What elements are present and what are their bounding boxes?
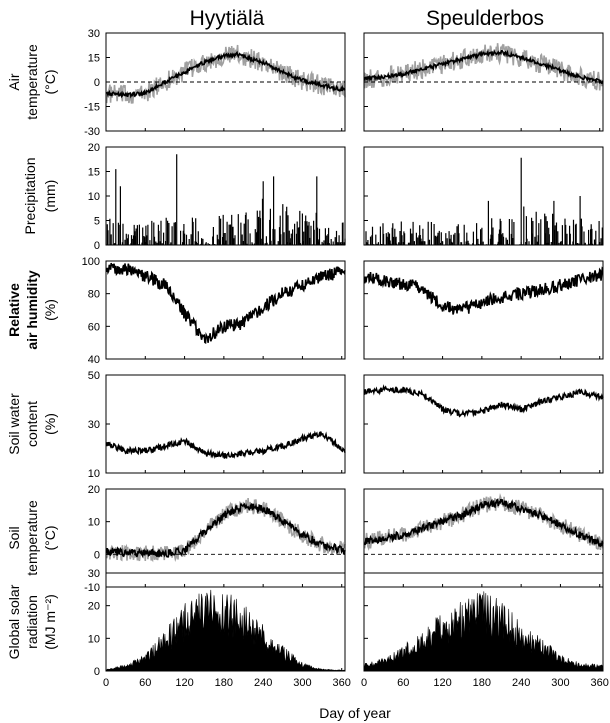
y-tick-label: 20 xyxy=(88,601,100,613)
y-tick-label: 30 xyxy=(88,28,100,40)
y-tick-label: 10 xyxy=(88,468,100,480)
panel-frame xyxy=(363,260,604,360)
x-tick-label: 60 xyxy=(397,677,409,689)
y-tick-label: 40 xyxy=(88,354,100,366)
x-tick-label: 0 xyxy=(103,677,109,689)
x-tick-label: 240 xyxy=(512,677,530,689)
row-label-line: Soil water xyxy=(6,393,22,455)
series-daily-mean xyxy=(363,266,604,315)
y-tick-label: 30 xyxy=(88,568,100,580)
row-label-line: temperature xyxy=(24,44,40,120)
solar-radiation-area xyxy=(106,589,346,672)
row-label-line: (MJ m⁻²) xyxy=(42,594,58,650)
y-tick-label: 80 xyxy=(88,289,100,301)
y-tick-label: 15 xyxy=(88,53,100,65)
row-label-line: Soil xyxy=(6,526,22,549)
precipitation-bars xyxy=(365,157,603,245)
y-tick-label: 50 xyxy=(88,370,100,382)
x-tick-label: 360 xyxy=(591,677,609,689)
column-title-hyytiala: Hyytiälä xyxy=(190,7,265,30)
x-tick-label: 240 xyxy=(254,677,272,689)
row-label-line: Global solar xyxy=(6,584,22,659)
row-label-line: temperature xyxy=(24,500,40,576)
panel-rh-speulderbos xyxy=(363,260,604,360)
y-tick-label: 20 xyxy=(88,484,100,496)
panel-frame xyxy=(105,260,346,360)
row-label-line: content xyxy=(24,401,40,447)
series-daily-mean xyxy=(363,498,604,547)
solar-radiation-area xyxy=(364,591,604,672)
panel-frame xyxy=(105,572,346,672)
x-axis-label: Day of year xyxy=(319,705,391,721)
y-tick-label: 0 xyxy=(94,240,100,252)
y-tick-label: -30 xyxy=(84,126,100,138)
panel-frame xyxy=(363,488,604,588)
panel-rh-hyytiala: 40 60 80 100 Relative air humidity (%) xyxy=(6,256,346,366)
x-tick-label: 180 xyxy=(473,677,491,689)
panel-swc-hyytiala: 10 30 50 Soil water content (%) xyxy=(6,370,346,480)
row-label-line: Precipitation xyxy=(22,157,38,234)
y-tick-label: 0 xyxy=(94,666,100,678)
panel-frame xyxy=(105,488,346,588)
x-tick-label: 180 xyxy=(215,677,233,689)
panel-soil-temp-speulderbos xyxy=(363,488,604,588)
row-label-line: (mm) xyxy=(42,180,58,213)
row-label-line: (°C) xyxy=(42,69,58,94)
panel-soil-temp-hyytiala: -10 0 10 20 Soil temperature (°C) xyxy=(6,484,346,594)
panel-precip-speulderbos xyxy=(363,146,604,246)
series-daily-mean xyxy=(106,50,346,99)
y-tick-label: 60 xyxy=(88,321,100,333)
y-tick-label: -10 xyxy=(84,582,100,594)
y-tick-label: -15 xyxy=(84,102,100,114)
row-label-line: (%) xyxy=(42,413,58,435)
panel-swc-speulderbos xyxy=(363,374,604,474)
panel-precip-hyytiala: 0 5 10 15 20 Precipitation (mm) xyxy=(22,142,346,252)
y-tick-label: 15 xyxy=(88,167,100,179)
x-tick-label: 120 xyxy=(433,677,451,689)
y-tick-label: 10 xyxy=(88,191,100,203)
row-label-line: Air xyxy=(6,73,22,90)
y-tick-label: 20 xyxy=(88,142,100,154)
precipitation-bars xyxy=(106,154,346,245)
panel-frame xyxy=(105,374,346,474)
row-label-line: radiation xyxy=(24,595,40,649)
y-tick-label: 30 xyxy=(88,419,100,431)
panel-frame xyxy=(363,572,604,672)
y-tick-label: 0 xyxy=(94,77,100,89)
x-tick-label: 300 xyxy=(293,677,311,689)
row-label-line: air humidity xyxy=(24,270,40,350)
x-tick-label: 360 xyxy=(333,677,351,689)
y-tick-label: 100 xyxy=(82,256,100,268)
row-label-line: Relative xyxy=(6,283,22,337)
x-tick-label: 300 xyxy=(551,677,569,689)
series-daily-mean xyxy=(363,48,604,85)
x-tick-label: 60 xyxy=(139,677,151,689)
row-label-line: (°C) xyxy=(42,525,58,550)
panel-solar-speulderbos: 0 60 120 180 240 300 360 xyxy=(361,572,609,689)
panel-air-temp-hyytiala: -30 -15 0 15 30 Air temperature (°C) xyxy=(6,28,346,138)
row-label-line: (%) xyxy=(42,299,58,321)
series-daily-range xyxy=(363,43,604,91)
panel-air-temp-speulderbos xyxy=(363,32,604,132)
y-tick-label: 10 xyxy=(88,633,100,645)
series-daily-mean xyxy=(105,430,346,460)
y-tick-label: 0 xyxy=(94,549,100,561)
y-tick-label: 5 xyxy=(94,216,100,228)
series-daily-mean xyxy=(105,262,346,344)
series-daily-mean xyxy=(105,502,346,559)
panel-frame xyxy=(363,146,604,246)
column-title-speulderbos: Speulderbos xyxy=(426,7,544,30)
x-tick-label: 120 xyxy=(175,677,193,689)
series-daily-range xyxy=(363,492,604,551)
series-daily-mean xyxy=(363,384,604,418)
y-tick-label: 10 xyxy=(88,517,100,529)
x-tick-label: 0 xyxy=(361,677,367,689)
